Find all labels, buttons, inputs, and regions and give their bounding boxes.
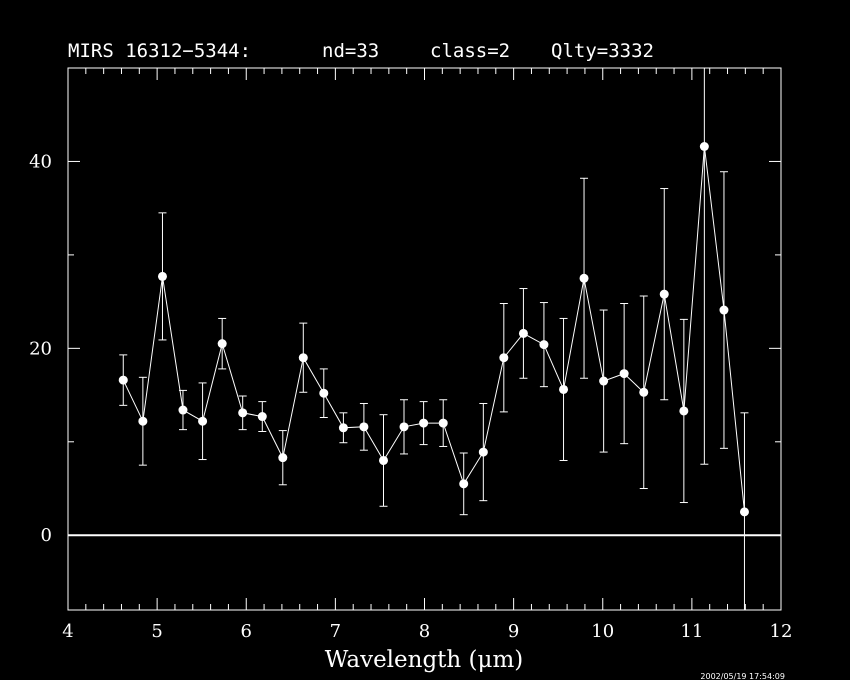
data-point: [478, 447, 488, 457]
data-point: [399, 422, 409, 432]
x-tick-label: 7: [330, 621, 341, 642]
data-point: [739, 507, 749, 517]
x-tick-label: 5: [151, 621, 162, 642]
series-line-group: [122, 146, 745, 512]
data-point: [559, 384, 569, 394]
data-point: [198, 416, 208, 426]
data-point: [359, 422, 369, 432]
x-tick-label: 8: [419, 621, 430, 642]
title-quality: Qlty=3332: [551, 40, 654, 62]
chart-title: MIRS 16312−5344: nd=33 class=2 Qlty=3332: [68, 40, 654, 62]
x-tick-label: 10: [591, 621, 614, 642]
axis-tick-labels: 4 5 6 7 8 9 10 11 12 0 20 40: [29, 151, 792, 642]
data-point: [699, 141, 709, 151]
y-tick-label: 40: [29, 151, 52, 172]
data-point: [518, 328, 528, 338]
data-point: [499, 353, 509, 363]
data-point: [659, 289, 669, 299]
x-tick-label: 6: [241, 621, 252, 642]
data-point: [278, 453, 288, 463]
data-point: [379, 455, 389, 465]
series-line: [122, 146, 745, 512]
data-point: [118, 375, 128, 385]
data-point: [639, 387, 649, 397]
title-class: class=2: [430, 40, 510, 62]
data-point: [257, 412, 267, 422]
data-point: [679, 406, 689, 416]
x-axis-label: Wavelength (μm): [325, 647, 524, 673]
title-object: MIRS 16312−5344:: [68, 40, 251, 62]
data-point: [419, 418, 429, 428]
data-point: [438, 418, 448, 428]
x-tick-label: 4: [62, 621, 73, 642]
data-point: [719, 305, 729, 315]
x-tick-label: 12: [770, 621, 793, 642]
data-point: [619, 369, 629, 379]
data-point: [338, 423, 348, 433]
data-point: [157, 271, 167, 281]
data-point: [599, 376, 609, 386]
y-tick-label: 20: [29, 338, 52, 359]
data-point: [579, 273, 589, 283]
data-points: [118, 141, 749, 517]
y-tick-label: 0: [41, 525, 52, 546]
data-point: [459, 479, 469, 489]
title-nd: nd=33: [322, 40, 379, 62]
data-point: [178, 405, 188, 415]
data-point: [539, 340, 549, 350]
data-point: [217, 339, 227, 349]
data-point: [298, 353, 308, 363]
data-point: [319, 388, 329, 398]
data-point: [138, 416, 148, 426]
data-point: [238, 408, 248, 418]
timestamp: 2002/05/19 17:54:09: [700, 672, 785, 680]
x-tick-label: 9: [508, 621, 519, 642]
x-tick-label: 11: [680, 621, 703, 642]
